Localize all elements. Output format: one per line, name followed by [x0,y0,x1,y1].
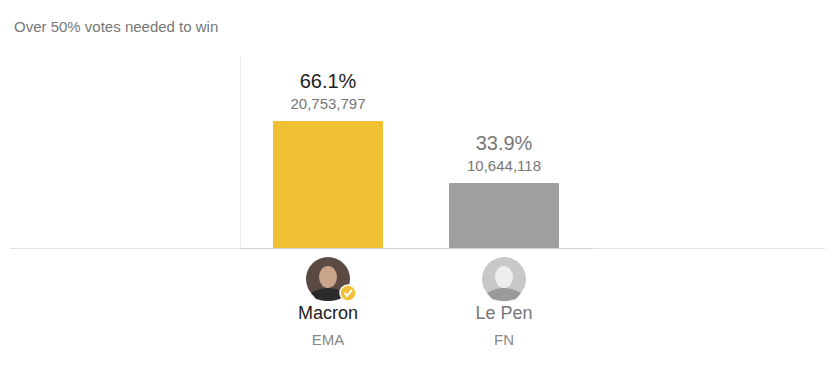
tick: Le Pen [475,248,532,323]
value-label: 66.1% [300,70,357,92]
chart: Over 50% votes needed to win Macron Le Pen… [0,0,835,370]
value-label: 33.9% [476,132,533,154]
y-axis-line [240,57,241,249]
badge-check [345,290,353,296]
winner-badge [340,285,356,301]
x-axis: Macron Le Pen [241,248,593,323]
bar [449,183,559,248]
party-label: EMA [312,331,345,348]
bars [273,121,559,248]
bar [273,121,383,248]
badge-circle [340,285,356,301]
party-label: FN [494,331,514,348]
avatar-face [319,266,337,288]
tick: Macron [298,248,358,323]
avatar-body [487,288,521,301]
avatar-circle [482,257,526,301]
avatar-face [495,266,513,288]
category-label: Macron [298,303,358,323]
avatar [482,257,526,301]
category-label: Le Pen [475,303,532,323]
y-axis [240,57,241,249]
votes-label: 20,753,797 [290,95,365,112]
votes-label: 10,644,118 [467,157,541,174]
subtitle: Over 50% votes needed to win [14,18,218,35]
baseline [10,248,825,249]
x-axis-line [241,248,593,249]
